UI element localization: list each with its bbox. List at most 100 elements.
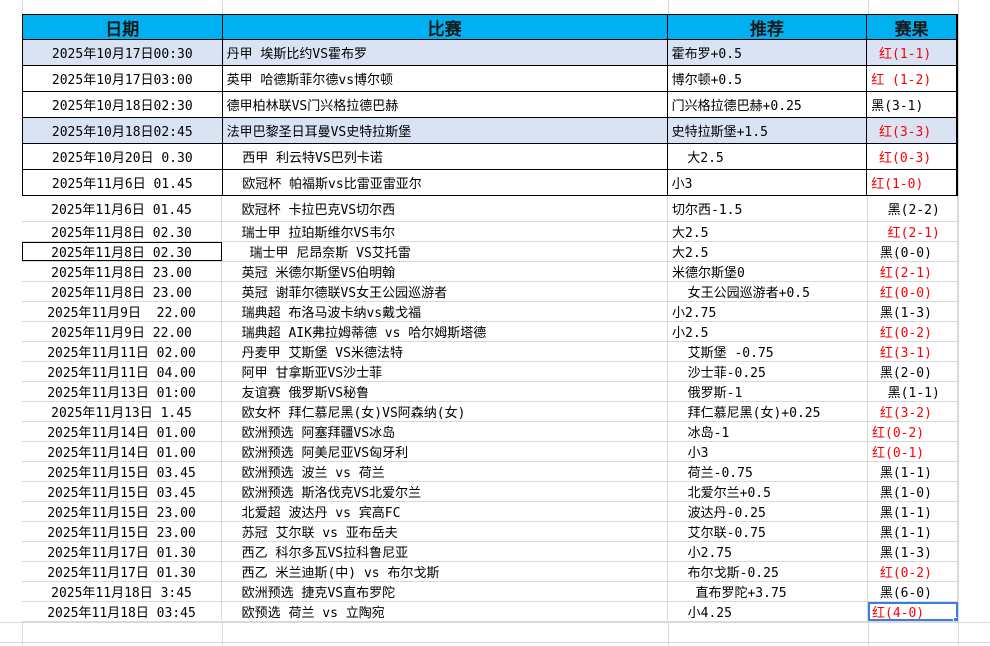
tip-cell[interactable]: 霍布罗+0.5: [668, 40, 868, 65]
result-cell[interactable]: 红(3-1): [868, 342, 958, 361]
result-cell[interactable]: 黑(1-1): [868, 522, 958, 541]
tip-cell[interactable]: 博尔顿+0.5: [668, 66, 868, 91]
match-cell[interactable]: 欧预选 荷兰 vs 立陶宛: [222, 602, 668, 621]
date-cell[interactable]: 2025年11月15日 03.45: [22, 482, 222, 501]
tip-cell[interactable]: 史特拉斯堡+1.5: [668, 118, 868, 143]
result-cell[interactable]: 红(1-0): [867, 170, 957, 195]
date-cell[interactable]: 2025年10月18日02:45: [23, 118, 223, 143]
match-cell[interactable]: 欧冠杯 帕福斯vs比雷亚雷亚尔: [223, 170, 668, 195]
match-cell[interactable]: 欧洲预选 阿美尼亚VS匈牙利: [222, 442, 668, 461]
header-result[interactable]: 赛果: [867, 15, 958, 39]
tip-cell[interactable]: 直布罗陀+3.75: [668, 582, 868, 601]
match-cell[interactable]: 德甲柏林联VS门兴格拉德巴赫: [223, 92, 668, 117]
date-cell[interactable]: 2025年11月15日 03.45: [22, 462, 222, 481]
result-cell[interactable]: 黑(1-3): [868, 542, 958, 561]
result-cell[interactable]: 黑(1-3): [868, 302, 958, 321]
result-cell[interactable]: 红(3-3): [867, 118, 957, 143]
header-match[interactable]: 比赛: [223, 15, 668, 39]
match-cell[interactable]: 瑞士甲 尼昂奈斯 VS艾托雷: [222, 242, 668, 261]
match-cell[interactable]: 瑞典超 AIK弗拉姆蒂德 vs 哈尔姆斯塔德: [222, 322, 668, 341]
result-cell[interactable]: 红(1-1): [867, 40, 957, 65]
tip-cell[interactable]: 布尔戈斯-0.25: [668, 562, 868, 581]
result-cell[interactable]: 黑(6-0): [868, 582, 958, 601]
tip-cell[interactable]: 小2.75: [668, 542, 868, 561]
result-cell[interactable]: 红(0-2): [868, 562, 958, 581]
date-cell[interactable]: 2025年11月17日 01.30: [22, 562, 222, 581]
date-cell[interactable]: 2025年11月17日 01.30: [22, 542, 222, 561]
tip-cell[interactable]: 小4.25: [668, 602, 868, 621]
date-cell[interactable]: 2025年11月15日 23.00: [22, 502, 222, 521]
match-cell[interactable]: 友谊赛 俄罗斯VS秘鲁: [222, 382, 668, 401]
result-cell[interactable]: 红(0-2): [868, 422, 958, 441]
date-cell[interactable]: 2025年11月6日 01.45: [23, 170, 223, 195]
date-cell[interactable]: 2025年11月13日 1.45: [22, 402, 222, 421]
tip-cell[interactable]: 冰岛-1: [668, 422, 868, 441]
date-cell[interactable]: 2025年11月11日 04.00: [22, 362, 222, 381]
result-cell[interactable]: 红(2-1): [868, 262, 958, 281]
date-cell[interactable]: 2025年10月20日 0.30: [23, 144, 223, 169]
tip-cell[interactable]: 切尔西-1.5: [668, 196, 868, 221]
result-cell[interactable]: 黑(3-1): [867, 92, 957, 117]
result-cell[interactable]: 黑(1-1): [868, 502, 958, 521]
tip-cell[interactable]: 大2.5: [668, 242, 868, 261]
tip-cell[interactable]: 波达丹-0.25: [668, 502, 868, 521]
date-cell[interactable]: 2025年11月14日 01.00: [22, 422, 222, 441]
match-cell[interactable]: 欧洲预选 捷克VS直布罗陀: [222, 582, 668, 601]
date-cell[interactable]: 2025年11月18日 3:45: [22, 582, 222, 601]
tip-cell[interactable]: 女王公园巡游者+0.5: [668, 282, 868, 301]
date-cell[interactable]: 2025年11月8日 02.30: [22, 242, 222, 261]
result-cell[interactable]: 红(0-3): [867, 144, 957, 169]
date-cell[interactable]: 2025年11月13日 01:00: [22, 382, 222, 401]
date-cell[interactable]: 2025年11月14日 01.00: [22, 442, 222, 461]
match-cell[interactable]: 阿甲 甘拿斯亚VS沙士菲: [222, 362, 668, 381]
date-cell[interactable]: 2025年10月17日03:00: [23, 66, 223, 91]
date-cell[interactable]: 2025年11月8日 23.00: [22, 262, 222, 281]
date-cell[interactable]: 2025年11月6日 01.45: [22, 196, 222, 221]
result-cell[interactable]: 黑(2-2): [868, 196, 958, 221]
date-cell[interactable]: 2025年10月18日02:30: [23, 92, 223, 117]
result-cell[interactable]: 红(4-0): [868, 602, 958, 621]
match-cell[interactable]: 丹麦甲 艾斯堡 VS米德法特: [222, 342, 668, 361]
match-cell[interactable]: 瑞士甲 拉珀斯维尔VS韦尔: [222, 222, 668, 241]
header-tip[interactable]: 推荐: [668, 15, 868, 39]
tip-cell[interactable]: 艾斯堡 -0.75: [668, 342, 868, 361]
match-cell[interactable]: 欧女杯 拜仁慕尼黑(女)VS阿森纳(女): [222, 402, 668, 421]
date-cell[interactable]: 2025年11月15日 23.00: [22, 522, 222, 541]
match-cell[interactable]: 英甲 哈德斯菲尔德vs博尔顿: [223, 66, 668, 91]
tip-cell[interactable]: 米德尔斯堡0: [668, 262, 868, 281]
result-cell[interactable]: 黑(2-0): [868, 362, 958, 381]
match-cell[interactable]: 欧冠杯 卡拉巴克VS切尔西: [222, 196, 668, 221]
result-cell[interactable]: 红(3-2): [868, 402, 958, 421]
result-cell[interactable]: 红(2-1): [868, 222, 958, 241]
header-date[interactable]: 日期: [23, 15, 223, 39]
tip-cell[interactable]: 小3: [668, 170, 868, 195]
tip-cell[interactable]: 大2.5: [668, 222, 868, 241]
result-cell[interactable]: 黑(1-1): [868, 462, 958, 481]
tip-cell[interactable]: 荷兰-0.75: [668, 462, 868, 481]
date-cell[interactable]: 2025年11月8日 02.30: [22, 222, 222, 241]
date-cell[interactable]: 2025年11月8日 23.00: [22, 282, 222, 301]
tip-cell[interactable]: 拜仁慕尼黑(女)+0.25: [668, 402, 868, 421]
date-cell[interactable]: 2025年11月9日 22.00: [22, 322, 222, 341]
result-cell[interactable]: 红(0-0): [868, 282, 958, 301]
match-cell[interactable]: 欧洲预选 波兰 vs 荷兰: [222, 462, 668, 481]
result-cell[interactable]: 红(0-2): [868, 322, 958, 341]
tip-cell[interactable]: 北爱尔兰+0.5: [668, 482, 868, 501]
tip-cell[interactable]: 小2.75: [668, 302, 868, 321]
match-cell[interactable]: 北爱超 波达丹 vs 宾高FC: [222, 502, 668, 521]
match-cell[interactable]: 英冠 谢菲尔德联VS女王公园巡游者: [222, 282, 668, 301]
result-cell[interactable]: 黑(1-1): [868, 382, 958, 401]
tip-cell[interactable]: 俄罗斯-1: [668, 382, 868, 401]
tip-cell[interactable]: 小3: [668, 442, 868, 461]
tip-cell[interactable]: 大2.5: [668, 144, 868, 169]
date-cell[interactable]: 2025年10月17日00:30: [23, 40, 223, 65]
match-cell[interactable]: 欧洲预选 阿塞拜疆VS冰岛: [222, 422, 668, 441]
tip-cell[interactable]: 艾尔联-0.75: [668, 522, 868, 541]
match-cell[interactable]: 苏冠 艾尔联 vs 亚布岳夫: [222, 522, 668, 541]
date-cell[interactable]: 2025年11月18日 03:45: [22, 602, 222, 621]
tip-cell[interactable]: 沙士菲-0.25: [668, 362, 868, 381]
match-cell[interactable]: 欧洲预选 斯洛伐克VS北爱尔兰: [222, 482, 668, 501]
tip-cell[interactable]: 门兴格拉德巴赫+0.25: [668, 92, 868, 117]
match-cell[interactable]: 丹甲 埃斯比约VS霍布罗: [223, 40, 668, 65]
date-cell[interactable]: 2025年11月11日 02.00: [22, 342, 222, 361]
